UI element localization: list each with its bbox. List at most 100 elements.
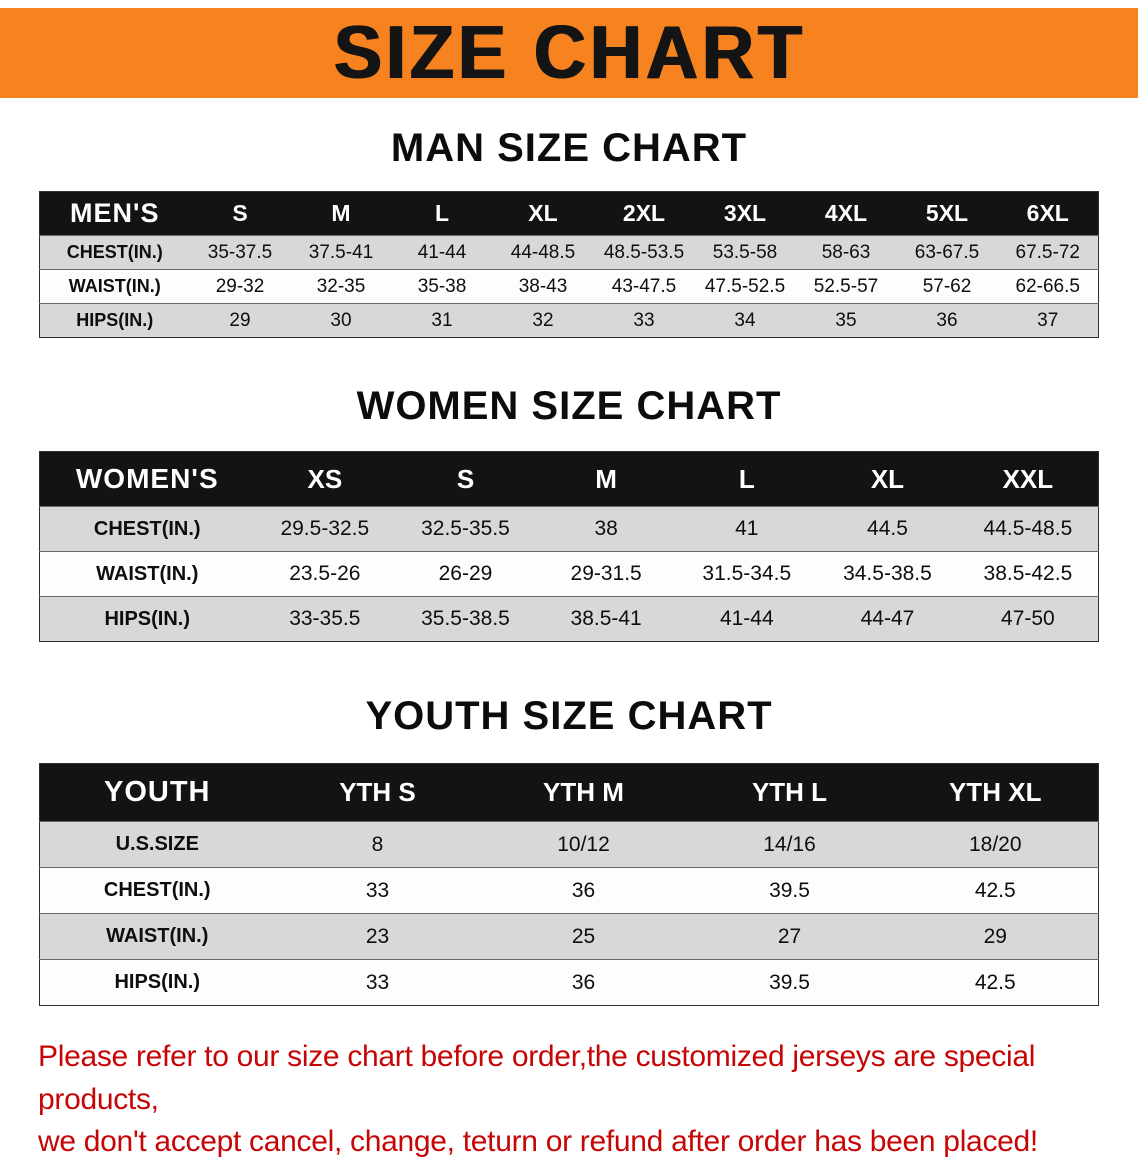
table-row: WAIST(IN.) 23.5-26 26-29 29-31.5 31.5-34… — [39, 551, 1099, 597]
table-cell: 36 — [480, 959, 687, 1006]
men-header-row: MEN'S S M L XL 2XL 3XL 4XL 5XL 6XL — [39, 191, 1099, 236]
disclaimer-line-2: we don't accept cancel, change, teturn o… — [38, 1125, 1038, 1159]
table-cell: 29-31.5 — [535, 551, 677, 597]
table-cell: 53.5-58 — [694, 235, 796, 270]
table-cell: 8 — [274, 821, 481, 868]
size-header-cell: YTH L — [751, 777, 828, 807]
table-cell: 58-63 — [795, 235, 897, 270]
men-section-title: MAN SIZE CHART — [390, 126, 748, 170]
banner: SIZE CHART — [0, 8, 1138, 98]
men-size-table: MEN'S S M L XL 2XL 3XL 4XL 5XL 6XL CHEST… — [39, 191, 1099, 338]
row-label-cell: WAIST(IN.) — [39, 913, 275, 960]
table-cell: 63-67.5 — [896, 235, 998, 270]
table-cell: 38.5-41 — [535, 596, 677, 642]
table-row: HIPS(IN.) 33-35.5 35.5-38.5 38.5-41 41-4… — [39, 596, 1099, 642]
table-cell: 10/12 — [480, 821, 687, 868]
table-cell: 44.5-48.5 — [957, 506, 1099, 552]
table-cell: 35 — [795, 303, 897, 338]
size-chart-page: SIZE CHART MAN SIZE CHART MEN'S S M L XL… — [0, 8, 1138, 1164]
size-header-cell: L — [434, 200, 450, 226]
table-cell: 32 — [492, 303, 594, 338]
youth-section-title: YOUTH SIZE CHART — [365, 694, 773, 738]
size-header-cell: YTH XL — [949, 777, 1042, 807]
table-cell: 29 — [189, 303, 291, 338]
size-header-cell: YTH S — [339, 777, 416, 807]
table-cell: 38.5-42.5 — [957, 551, 1099, 597]
table-cell: 27 — [686, 913, 893, 960]
table-cell: 29.5-32.5 — [254, 506, 396, 552]
table-cell: 32.5-35.5 — [395, 506, 536, 552]
table-cell: 47.5-52.5 — [694, 269, 796, 304]
row-label-cell: HIPS(IN.) — [39, 959, 275, 1006]
page-title: SIZE CHART — [333, 11, 805, 95]
table-cell: 52.5-57 — [795, 269, 897, 304]
table-cell: 30 — [290, 303, 392, 338]
table-row: WAIST(IN.) 23 25 27 29 — [39, 913, 1099, 960]
table-cell: 23 — [274, 913, 481, 960]
table-cell: 44-47 — [817, 596, 958, 642]
table-cell: 29 — [892, 913, 1099, 960]
youth-size-table: YOUTH YTH S YTH M YTH L YTH XL U.S.SIZE … — [39, 763, 1099, 1006]
table-cell: 41-44 — [676, 596, 818, 642]
table-cell: 36 — [896, 303, 998, 338]
table-cell: 38 — [535, 506, 677, 552]
table-cell: 36 — [480, 867, 687, 914]
table-corner-label: MEN'S — [70, 198, 160, 228]
size-header-cell: 6XL — [1026, 200, 1069, 226]
table-cell: 62-66.5 — [997, 269, 1099, 304]
row-label-cell: HIPS(IN.) — [39, 596, 255, 642]
table-cell: 34.5-38.5 — [817, 551, 958, 597]
size-header-cell: S — [456, 463, 475, 494]
table-row: CHEST(IN.) 35-37.5 37.5-41 41-44 44-48.5… — [39, 235, 1099, 270]
table-cell: 33 — [274, 959, 481, 1006]
table-cell: 35.5-38.5 — [395, 596, 536, 642]
women-size-table: WOMEN'S XS S M L XL XXL CHEST(IN.) 29.5-… — [39, 451, 1099, 642]
size-header-cell: XL — [528, 200, 558, 226]
table-cell: 39.5 — [686, 867, 893, 914]
table-cell: 33-35.5 — [254, 596, 396, 642]
table-cell: 31 — [391, 303, 493, 338]
table-cell: 33 — [274, 867, 481, 914]
size-header-cell: 5XL — [925, 200, 969, 226]
table-cell: 14/16 — [686, 821, 893, 868]
table-cell: 18/20 — [892, 821, 1099, 868]
row-label-cell: CHEST(IN.) — [39, 235, 190, 270]
size-header-cell: M — [331, 200, 351, 226]
size-header-cell: L — [738, 463, 755, 494]
table-cell: 41-44 — [391, 235, 493, 270]
table-cell: 25 — [480, 913, 687, 960]
table-cell: 31.5-34.5 — [676, 551, 818, 597]
size-header-cell: M — [595, 463, 617, 494]
table-cell: 37 — [997, 303, 1099, 338]
table-cell: 57-62 — [896, 269, 998, 304]
table-cell: 34 — [694, 303, 796, 338]
women-header-row: WOMEN'S XS S M L XL XXL — [39, 451, 1099, 507]
size-header-cell: 4XL — [824, 200, 868, 226]
disclaimer-note: Please refer to our size chart before or… — [38, 1036, 1102, 1164]
size-header-cell: XL — [870, 463, 905, 494]
disclaimer-line-1: Please refer to our size chart before or… — [38, 1040, 1036, 1116]
row-label-cell: CHEST(IN.) — [39, 506, 255, 552]
table-cell: 38-43 — [492, 269, 594, 304]
row-label-cell: WAIST(IN.) — [39, 551, 255, 597]
table-cell: 43-47.5 — [593, 269, 695, 304]
table-cell: 41 — [676, 506, 818, 552]
table-cell: 44.5 — [817, 506, 958, 552]
women-section-title: WOMEN SIZE CHART — [356, 384, 782, 428]
table-cell: 33 — [593, 303, 695, 338]
row-label-cell: HIPS(IN.) — [39, 303, 190, 338]
table-cell: 42.5 — [892, 867, 1099, 914]
row-label-cell: WAIST(IN.) — [39, 269, 190, 304]
table-cell: 67.5-72 — [997, 235, 1099, 270]
table-row: CHEST(IN.) 33 36 39.5 42.5 — [39, 867, 1099, 914]
row-label-cell: U.S.SIZE — [39, 821, 275, 868]
size-header-cell: 3XL — [723, 200, 767, 226]
size-header-cell: YTH M — [543, 777, 624, 807]
table-cell: 48.5-53.5 — [593, 235, 695, 270]
table-cell: 39.5 — [686, 959, 893, 1006]
table-cell: 32-35 — [290, 269, 392, 304]
table-row: WAIST(IN.) 29-32 32-35 35-38 38-43 43-47… — [39, 269, 1099, 304]
size-header-cell: 2XL — [622, 200, 666, 226]
size-header-cell: S — [232, 200, 248, 226]
table-cell: 47-50 — [957, 596, 1099, 642]
